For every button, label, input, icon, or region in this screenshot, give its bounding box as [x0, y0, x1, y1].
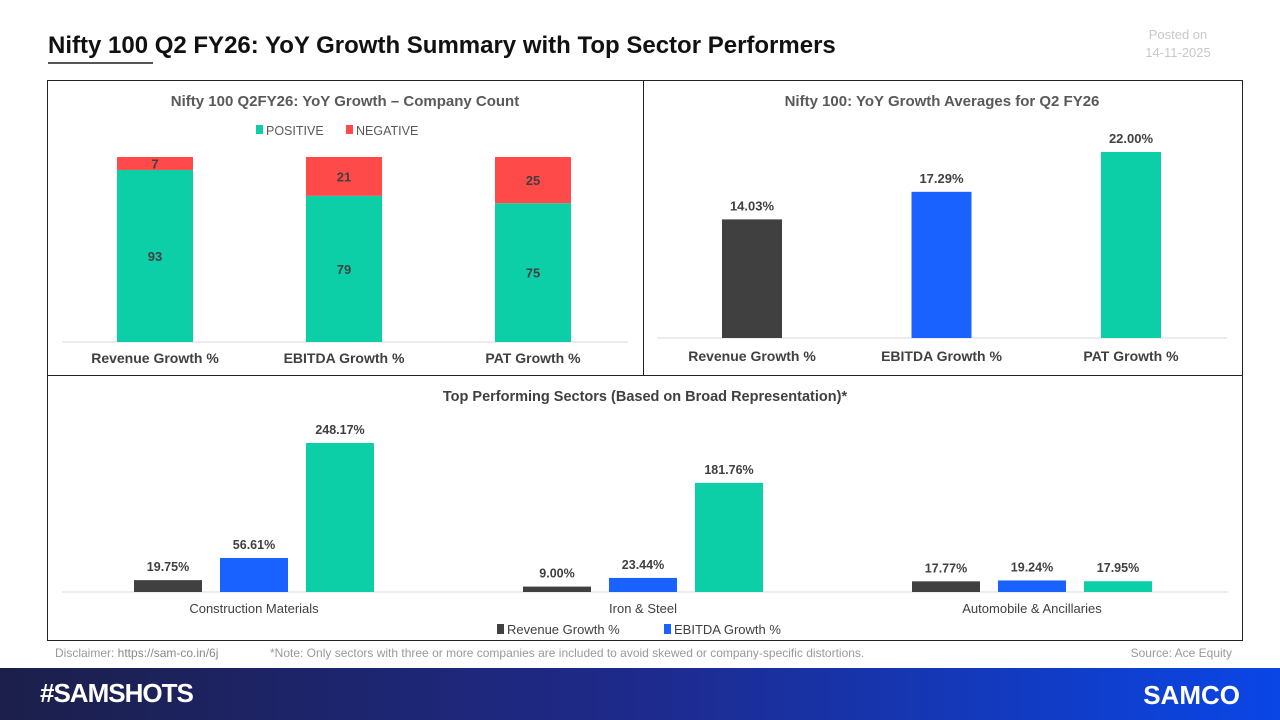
bar-negative [117, 157, 193, 170]
data-label: 181.76% [704, 463, 753, 477]
posted-date: Posted on 14-11-2025 [1138, 26, 1218, 62]
bar [998, 580, 1066, 592]
data-label: 23.44% [622, 558, 664, 572]
bar [695, 482, 763, 592]
x-tick-label: PAT Growth % [1083, 348, 1179, 364]
data-label: 9.00% [539, 567, 574, 581]
samco-logo: SAMCO [1143, 680, 1240, 710]
bar-negative [306, 157, 382, 196]
brand-band: #SAMSHOTS SAMCO [0, 668, 1280, 720]
bar-positive [306, 195, 382, 342]
data-label: 248.17% [315, 423, 364, 437]
bar [306, 443, 374, 592]
data-label: 19.24% [1011, 560, 1053, 574]
bar [134, 580, 202, 592]
chart1-title: Nifty 100 Q2FY26: YoY Growth – Company C… [171, 93, 519, 110]
data-label: 19.75% [147, 560, 189, 574]
x-tick-label: Revenue Growth % [91, 350, 219, 366]
bar [523, 586, 591, 592]
hashtag: #SAMSHOTS [40, 678, 194, 708]
bar [609, 577, 677, 592]
bar [912, 581, 980, 592]
disclaimer-link[interactable]: https://sam-co.in/6j [117, 646, 219, 660]
x-tick-label: Iron & Steel [609, 601, 677, 616]
data-label: 7 [151, 156, 158, 171]
bar-positive [117, 169, 193, 342]
posted-date-value: 14-11-2025 [1145, 45, 1211, 60]
x-tick-label: EBITDA Growth % [881, 348, 1002, 364]
legend-swatch [664, 624, 671, 634]
data-label: 14.03% [730, 198, 775, 213]
chart3-title: Top Performing Sectors (Based on Broad R… [443, 389, 848, 405]
bar [722, 219, 782, 338]
x-tick-label: EBITDA Growth % [284, 350, 405, 366]
data-label: 25 [526, 173, 540, 188]
data-label: 75 [526, 266, 540, 281]
legend-label: EBITDA Growth % [674, 622, 781, 637]
disclaimer-label: Disclaimer: [55, 646, 118, 660]
title-underline [48, 62, 153, 64]
x-tick-label: Construction Materials [189, 601, 319, 616]
bar [220, 558, 288, 592]
x-tick-label: PAT Growth % [485, 350, 581, 366]
data-label: 22.00% [1109, 131, 1154, 146]
data-label: 17.29% [919, 171, 964, 186]
legend-label: Revenue Growth % [507, 622, 620, 637]
data-label: 17.77% [925, 561, 967, 575]
data-label: 93 [148, 249, 162, 264]
data-label: 17.95% [1097, 561, 1139, 575]
footer: Disclaimer: https://sam-co.in/6j *Note: … [55, 646, 1232, 660]
x-tick-label: Automobile & Ancillaries [962, 601, 1102, 616]
bar [1084, 581, 1152, 592]
data-label: 79 [337, 262, 351, 277]
legend-swatch [346, 125, 353, 134]
page-title: Nifty 100 Q2 FY26: YoY Growth Summary wi… [48, 32, 836, 59]
legend-label: POSITIVE [266, 124, 324, 138]
x-tick-label: Revenue Growth % [688, 348, 816, 364]
bar [911, 191, 972, 338]
posted-label: Posted on [1148, 27, 1208, 42]
data-label: 21 [337, 169, 351, 184]
legend-swatch [497, 624, 504, 634]
bar-negative [495, 157, 571, 204]
chart2-title: Nifty 100: YoY Growth Averages for Q2 FY… [785, 93, 1100, 110]
source: Source: Ace Equity [1130, 646, 1232, 660]
legend-label: NEGATIVE [356, 124, 418, 138]
bar-positive [495, 203, 571, 342]
legend-swatch [256, 125, 263, 134]
data-label: 56.61% [233, 538, 275, 552]
bar [1101, 152, 1161, 338]
panel-top-sectors [47, 375, 1243, 641]
footnote: *Note: Only sectors with three or more c… [270, 646, 865, 660]
